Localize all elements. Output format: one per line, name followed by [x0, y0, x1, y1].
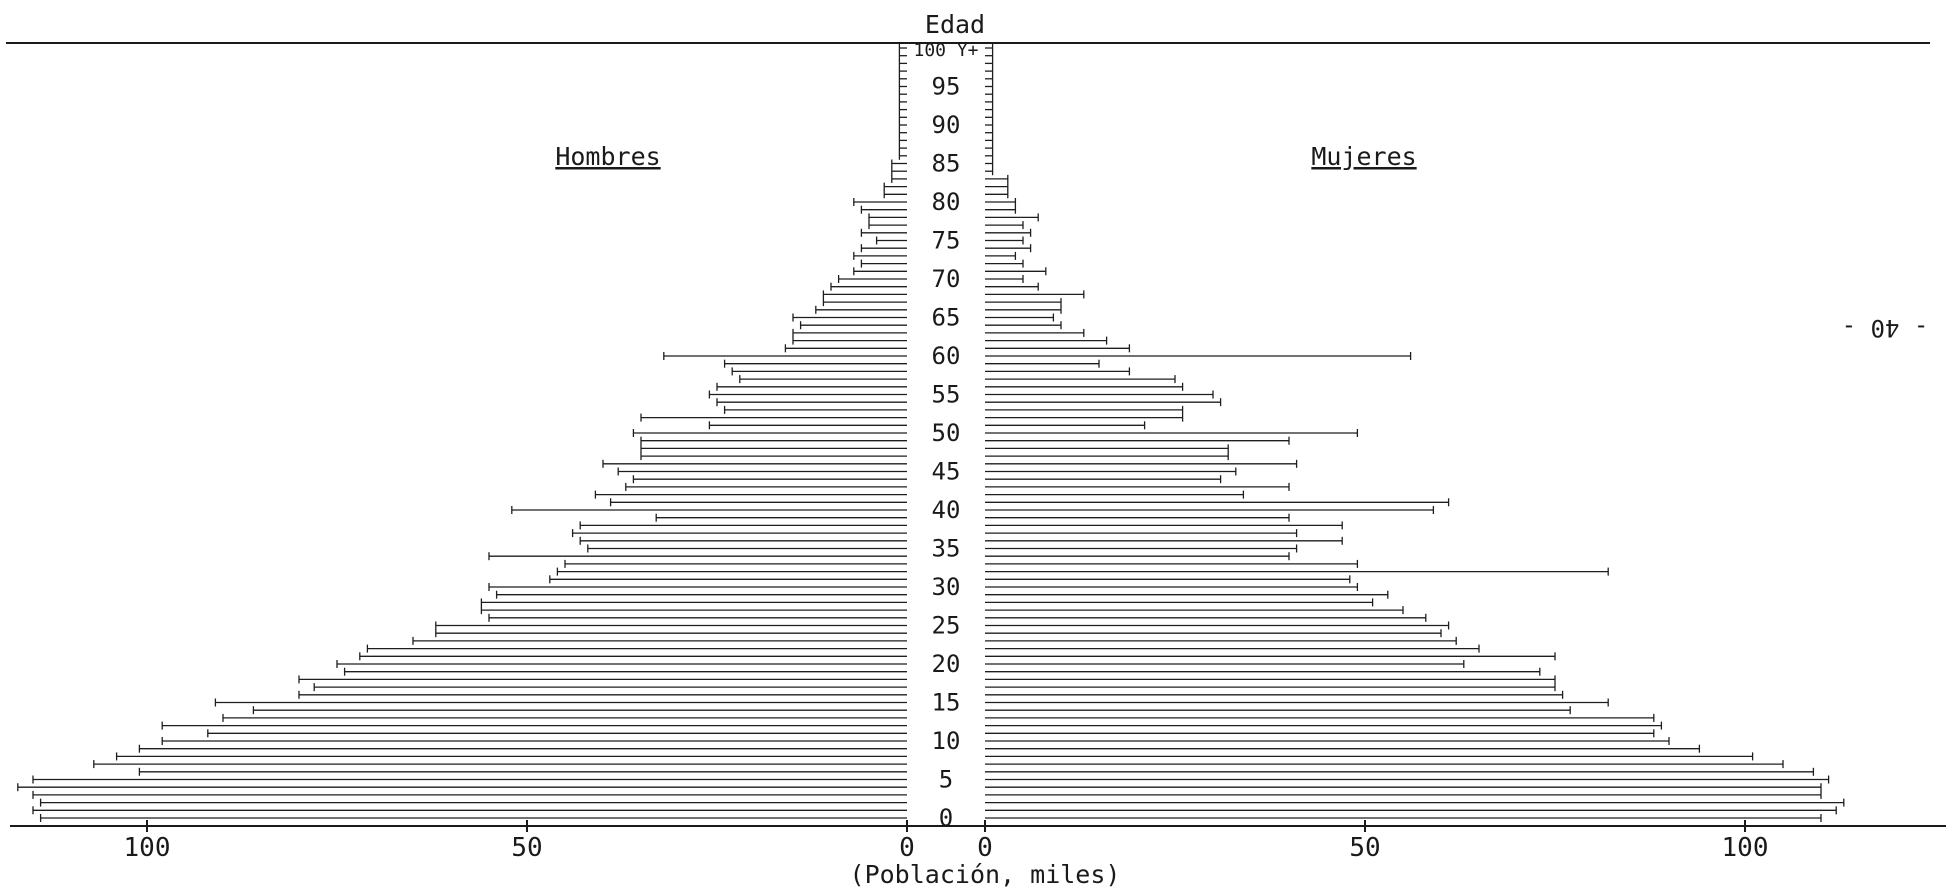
x-axis-label: (Población, miles) — [850, 860, 1121, 889]
age-tick-label: 65 — [932, 304, 961, 332]
age-tick-label: 70 — [932, 265, 961, 293]
age-tick-label: 45 — [932, 458, 961, 486]
age-tick-labels: 0 5 10 15 20 25 30 35 40 45 50 55 60 65 70 75 80 85 90 95 10… — [913, 40, 978, 832]
right-series-label: Mujeres — [1311, 142, 1416, 171]
side-annotation: - 40 - — [1842, 314, 1929, 342]
left-series-label: Hombres — [555, 142, 660, 171]
x-tick-label-left: 0 — [899, 833, 915, 863]
x-tick-label-left: 50 — [511, 833, 542, 863]
age-tick-label: 90 — [932, 111, 961, 139]
x-tick-label-right: 100 — [1722, 833, 1769, 863]
x-tick-label-right: 50 — [1349, 833, 1380, 863]
chart-title: Edad — [925, 10, 985, 39]
age-tick-label: 10 — [932, 727, 961, 755]
age-tick-label: 40 — [932, 496, 961, 524]
bars-mujeres — [985, 44, 1845, 822]
x-tick-label-left: 100 — [124, 833, 171, 863]
age-tick-label: 75 — [932, 227, 961, 255]
age-tick-label: 55 — [932, 381, 961, 409]
age-tick-label: 50 — [932, 419, 961, 447]
age-tick-label: 30 — [932, 573, 961, 601]
age-tick-label: 15 — [932, 689, 961, 717]
age-tick-label: 60 — [932, 342, 961, 370]
x-tick-label-right: 0 — [977, 833, 993, 863]
age-tick-label: 80 — [932, 188, 961, 216]
bars-hombres — [17, 44, 907, 822]
x-tick-labels: 100 100 50 50 0 0 — [124, 820, 1769, 863]
age-tick-label: 85 — [932, 150, 961, 178]
age-tick-label: 0 — [939, 804, 953, 832]
age-tick-label: 35 — [932, 535, 961, 563]
age-tick-label: 25 — [932, 612, 961, 640]
age-tick-label: 95 — [932, 73, 961, 101]
age-tick-label: 100 Y+ — [913, 40, 978, 61]
age-tick-label: 5 — [939, 766, 953, 794]
age-tick-label: 20 — [932, 650, 961, 678]
